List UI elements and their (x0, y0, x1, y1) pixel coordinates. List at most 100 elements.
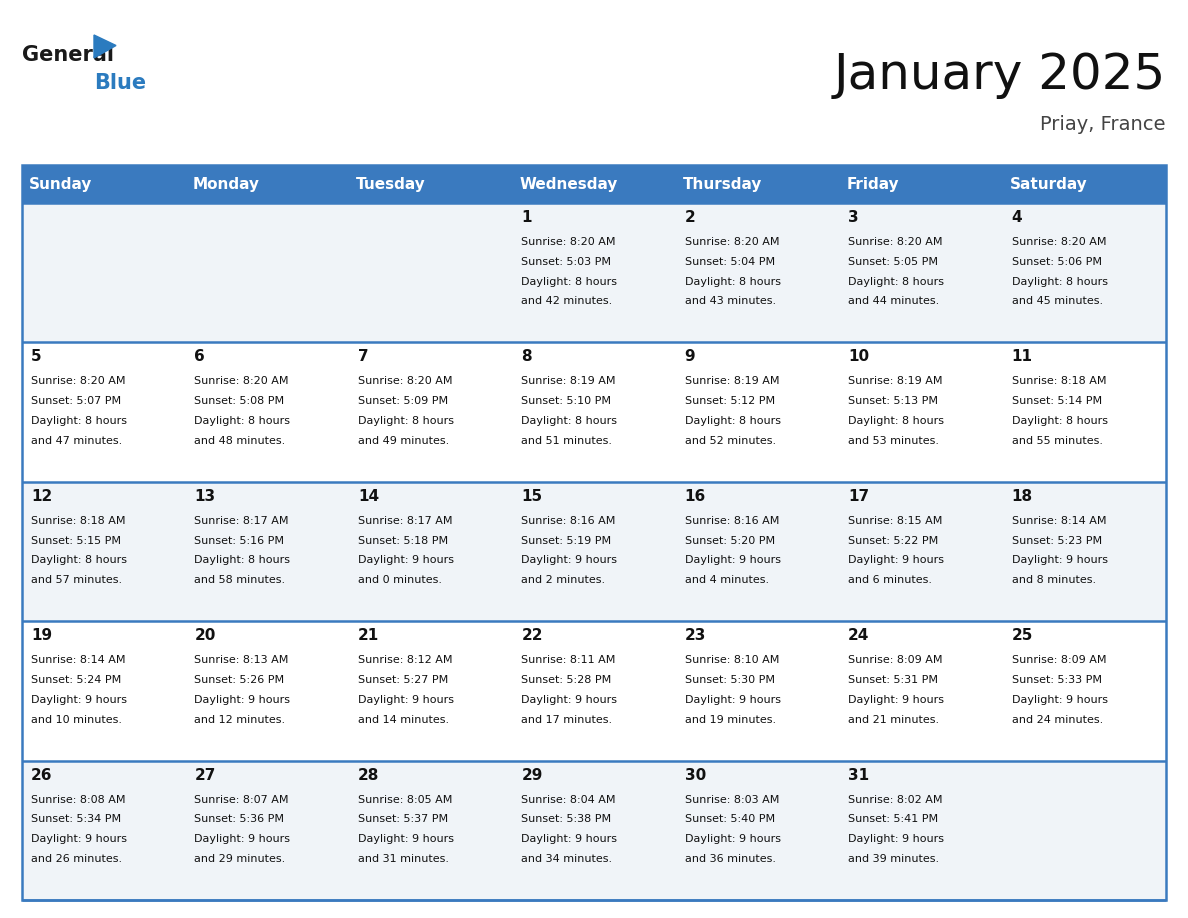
Text: and 39 minutes.: and 39 minutes. (848, 854, 940, 864)
Text: and 51 minutes.: and 51 minutes. (522, 436, 612, 446)
Text: Daylight: 8 hours: Daylight: 8 hours (358, 416, 454, 426)
Text: Sunset: 5:34 PM: Sunset: 5:34 PM (31, 814, 121, 824)
Text: Thursday: Thursday (683, 176, 762, 192)
Text: Sunrise: 8:17 AM: Sunrise: 8:17 AM (358, 516, 453, 526)
Text: Daylight: 8 hours: Daylight: 8 hours (522, 276, 618, 286)
Text: 4: 4 (1011, 210, 1022, 225)
Text: and 44 minutes.: and 44 minutes. (848, 297, 940, 307)
Bar (23, 342, 1165, 482)
Text: and 21 minutes.: and 21 minutes. (848, 714, 940, 724)
Text: Sunrise: 8:09 AM: Sunrise: 8:09 AM (1011, 655, 1106, 666)
Text: 3: 3 (848, 210, 859, 225)
Text: Sunset: 5:07 PM: Sunset: 5:07 PM (31, 397, 121, 406)
Text: Sunrise: 8:17 AM: Sunrise: 8:17 AM (195, 516, 289, 526)
Text: and 0 minutes.: and 0 minutes. (358, 576, 442, 585)
Text: Sunrise: 8:02 AM: Sunrise: 8:02 AM (848, 795, 942, 804)
Text: Sunset: 5:09 PM: Sunset: 5:09 PM (358, 397, 448, 406)
Text: Sunset: 5:26 PM: Sunset: 5:26 PM (195, 675, 285, 685)
Text: Daylight: 9 hours: Daylight: 9 hours (358, 695, 454, 705)
Text: Sunset: 5:22 PM: Sunset: 5:22 PM (848, 535, 939, 545)
Text: Sunrise: 8:03 AM: Sunrise: 8:03 AM (684, 795, 779, 804)
Text: Monday: Monday (192, 176, 259, 192)
Text: and 14 minutes.: and 14 minutes. (358, 714, 449, 724)
Text: Sunset: 5:13 PM: Sunset: 5:13 PM (848, 397, 939, 406)
Text: Wednesday: Wednesday (519, 176, 618, 192)
Text: Daylight: 9 hours: Daylight: 9 hours (31, 695, 127, 705)
Text: Daylight: 9 hours: Daylight: 9 hours (848, 834, 944, 845)
Text: Saturday: Saturday (1010, 176, 1087, 192)
Text: 5: 5 (31, 350, 42, 364)
Text: and 45 minutes.: and 45 minutes. (1011, 297, 1102, 307)
Text: 11: 11 (1011, 350, 1032, 364)
Text: Daylight: 8 hours: Daylight: 8 hours (848, 416, 944, 426)
Text: Daylight: 8 hours: Daylight: 8 hours (848, 276, 944, 286)
Text: 18: 18 (1011, 488, 1032, 504)
Text: Sunrise: 8:16 AM: Sunrise: 8:16 AM (522, 516, 615, 526)
Text: and 4 minutes.: and 4 minutes. (684, 576, 769, 585)
Text: Sunset: 5:31 PM: Sunset: 5:31 PM (848, 675, 939, 685)
Text: Daylight: 9 hours: Daylight: 9 hours (848, 555, 944, 565)
Text: and 19 minutes.: and 19 minutes. (684, 714, 776, 724)
Text: Sunset: 5:20 PM: Sunset: 5:20 PM (684, 535, 775, 545)
Text: 27: 27 (195, 767, 216, 783)
Bar (23, 165, 1165, 900)
Text: Daylight: 8 hours: Daylight: 8 hours (684, 276, 781, 286)
Text: 1: 1 (522, 210, 532, 225)
Text: and 12 minutes.: and 12 minutes. (195, 714, 285, 724)
Text: Daylight: 8 hours: Daylight: 8 hours (31, 416, 127, 426)
Text: Sunset: 5:08 PM: Sunset: 5:08 PM (195, 397, 285, 406)
Text: Sunset: 5:18 PM: Sunset: 5:18 PM (358, 535, 448, 545)
Text: 19: 19 (31, 628, 52, 644)
Text: 7: 7 (358, 350, 368, 364)
Text: Sunrise: 8:20 AM: Sunrise: 8:20 AM (1011, 237, 1106, 247)
Text: Daylight: 9 hours: Daylight: 9 hours (684, 555, 781, 565)
Text: Sunset: 5:04 PM: Sunset: 5:04 PM (684, 257, 775, 267)
Bar (23, 482, 1165, 621)
Text: Sunrise: 8:13 AM: Sunrise: 8:13 AM (195, 655, 289, 666)
Text: Sunset: 5:14 PM: Sunset: 5:14 PM (1011, 397, 1101, 406)
Text: Daylight: 9 hours: Daylight: 9 hours (684, 834, 781, 845)
Text: Sunset: 5:05 PM: Sunset: 5:05 PM (848, 257, 939, 267)
Text: 16: 16 (684, 488, 706, 504)
Text: Sunset: 5:03 PM: Sunset: 5:03 PM (522, 257, 612, 267)
Text: and 58 minutes.: and 58 minutes. (195, 576, 285, 585)
Text: 6: 6 (195, 350, 206, 364)
Text: Sunset: 5:33 PM: Sunset: 5:33 PM (1011, 675, 1101, 685)
Text: Sunset: 5:10 PM: Sunset: 5:10 PM (522, 397, 612, 406)
Text: Daylight: 9 hours: Daylight: 9 hours (848, 695, 944, 705)
Text: and 34 minutes.: and 34 minutes. (522, 854, 612, 864)
Bar (23, 165, 1165, 203)
Text: Daylight: 9 hours: Daylight: 9 hours (1011, 555, 1107, 565)
Text: 10: 10 (848, 350, 870, 364)
Text: Sunset: 5:19 PM: Sunset: 5:19 PM (522, 535, 612, 545)
Text: Daylight: 8 hours: Daylight: 8 hours (1011, 416, 1107, 426)
Text: 28: 28 (358, 767, 379, 783)
Text: Daylight: 8 hours: Daylight: 8 hours (195, 555, 290, 565)
Text: Sunset: 5:38 PM: Sunset: 5:38 PM (522, 814, 612, 824)
Polygon shape (94, 35, 116, 58)
Text: 17: 17 (848, 488, 870, 504)
Text: and 2 minutes.: and 2 minutes. (522, 576, 606, 585)
Text: Sunrise: 8:10 AM: Sunrise: 8:10 AM (684, 655, 779, 666)
Text: and 47 minutes.: and 47 minutes. (31, 436, 122, 446)
Text: Sunrise: 8:19 AM: Sunrise: 8:19 AM (684, 376, 779, 386)
Text: and 8 minutes.: and 8 minutes. (1011, 576, 1095, 585)
Text: Sunrise: 8:04 AM: Sunrise: 8:04 AM (522, 795, 615, 804)
Text: 21: 21 (358, 628, 379, 644)
Text: Sunset: 5:15 PM: Sunset: 5:15 PM (31, 535, 121, 545)
Text: and 29 minutes.: and 29 minutes. (195, 854, 285, 864)
Text: 14: 14 (358, 488, 379, 504)
Text: and 6 minutes.: and 6 minutes. (848, 576, 933, 585)
Text: Sunrise: 8:18 AM: Sunrise: 8:18 AM (1011, 376, 1106, 386)
Text: Sunrise: 8:19 AM: Sunrise: 8:19 AM (522, 376, 615, 386)
Text: January 2025: January 2025 (834, 51, 1165, 99)
Text: Daylight: 9 hours: Daylight: 9 hours (522, 695, 618, 705)
Text: Daylight: 8 hours: Daylight: 8 hours (1011, 276, 1107, 286)
Text: Sunrise: 8:11 AM: Sunrise: 8:11 AM (522, 655, 615, 666)
Text: Sunset: 5:41 PM: Sunset: 5:41 PM (848, 814, 939, 824)
Text: Sunrise: 8:20 AM: Sunrise: 8:20 AM (195, 376, 289, 386)
Text: Sunrise: 8:14 AM: Sunrise: 8:14 AM (1011, 516, 1106, 526)
Text: Daylight: 9 hours: Daylight: 9 hours (522, 834, 618, 845)
Text: Sunday: Sunday (29, 176, 93, 192)
Text: 8: 8 (522, 350, 532, 364)
